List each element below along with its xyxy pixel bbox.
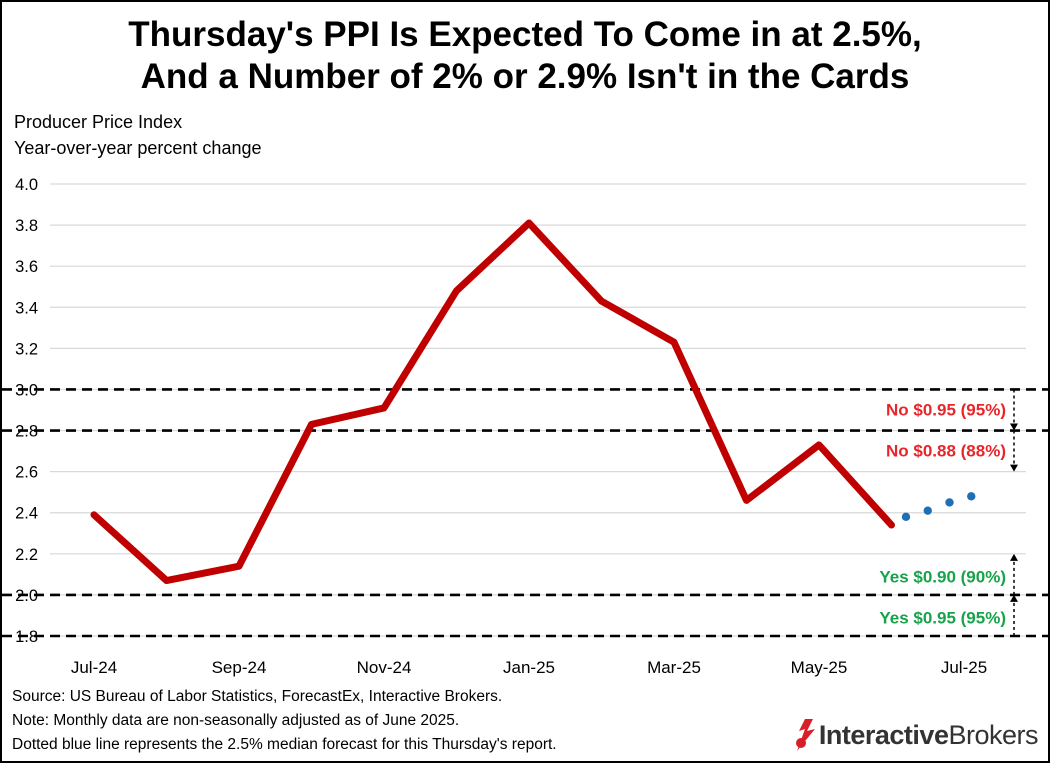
threshold-lines — [2, 388, 1048, 638]
forecast-point — [923, 506, 932, 515]
brokers-logo-icon — [795, 719, 815, 751]
logo-text-part-1: Interactive — [818, 719, 949, 750]
threshold-label: No $0.88 (88%) — [886, 442, 1006, 461]
ppi-data-point — [528, 222, 530, 225]
ppi-data-point — [818, 443, 820, 446]
threshold-label: No $0.95 (95%) — [886, 400, 1006, 419]
y-tick-label: 3.6 — [15, 258, 38, 276]
y-tick-label: 3.2 — [15, 340, 38, 358]
y-tick-label: 3.4 — [15, 299, 38, 317]
x-tick-label: Jul-25 — [941, 658, 987, 677]
x-tick-label: May-25 — [791, 658, 848, 677]
x-tick-label: Jan-25 — [503, 658, 555, 677]
chart-title-line-1: Thursday's PPI Is Expected To Come in at… — [128, 15, 922, 54]
gridlines — [50, 183, 1026, 637]
threshold-annotations: No $0.95 (95%) No $0.88 (88%) Yes $0.90 (9… — [879, 389, 1018, 636]
y-tick-label: 4.0 — [15, 176, 38, 194]
y-axis-subtitle: Year-over-year percent change — [14, 138, 262, 158]
ppi-data-point — [673, 341, 675, 344]
logo-text-part-2: Brokers — [948, 719, 1038, 750]
x-tick-labels: Jul-24 Sep-24 Nov-24 Jan-25 Mar-25 May-25 Jul-… — [71, 658, 987, 677]
x-tick-label: Mar-25 — [647, 658, 701, 677]
forecast-note: Dotted blue line represents the 2.5% med… — [12, 736, 557, 753]
threshold-arrowhead — [1010, 553, 1018, 561]
ppi-data-point — [165, 579, 168, 582]
forecast-point — [967, 492, 976, 501]
y-tick-label: 3.8 — [15, 217, 38, 235]
x-tick-label: Jul-24 — [71, 658, 117, 677]
y-tick-label: 2.6 — [15, 464, 38, 482]
ppi-data-point — [745, 499, 748, 502]
threshold-arrowhead — [1010, 423, 1018, 431]
y-tick-labels: 1.82.02.22.42.62.83.03.23.43.63.84.0 — [15, 176, 38, 646]
logo-text: InteractiveBrokers — [818, 719, 1039, 751]
y-tick-label: 2.2 — [15, 546, 38, 564]
chart-title: Thursday's PPI Is Expected To Come in at… — [2, 14, 1048, 98]
source-note: Source: US Bureau of Labor Statistics, F… — [12, 688, 503, 705]
data-note: Note: Monthly data are non-seasonally ad… — [12, 712, 460, 729]
threshold-label: Yes $0.90 (90%) — [879, 567, 1006, 586]
ppi-series-line — [90, 219, 895, 585]
threshold-arrowhead — [1010, 594, 1018, 602]
forecast-point — [901, 512, 911, 522]
ppi-data-point — [455, 289, 458, 292]
x-tick-label: Sep-24 — [212, 658, 267, 677]
x-tick-label: Nov-24 — [357, 658, 412, 677]
threshold-arrowhead — [1010, 464, 1018, 472]
y-axis-title: Producer Price Index — [14, 112, 183, 132]
ppi-data-point — [93, 513, 95, 516]
threshold-label: Yes $0.95 (95%) — [879, 609, 1006, 628]
ppi-data-point — [600, 300, 603, 303]
interactive-brokers-logo: InteractiveBrokers — [793, 715, 1038, 755]
ppi-data-point — [383, 406, 385, 409]
forecast-point — [945, 498, 954, 507]
ppi-data-point — [890, 524, 893, 527]
y-tick-label: 2.4 — [15, 505, 38, 523]
ppi-data-point — [310, 423, 313, 426]
chart-title-line-2: And a Number of 2% or 2.9% Isn't in the … — [140, 57, 910, 96]
ppi-data-point — [238, 565, 240, 568]
series-lines — [90, 219, 976, 585]
